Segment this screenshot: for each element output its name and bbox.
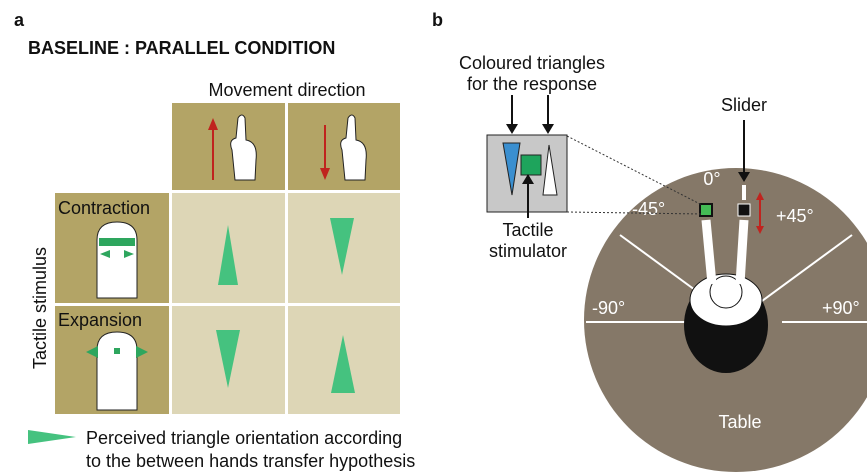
callout: stimulator — [489, 241, 567, 261]
angle-label: -90° — [592, 298, 625, 318]
legend-text: Perceived triangle orientation according — [86, 428, 402, 448]
legend-text: to the between hands transfer hypothesis — [86, 451, 415, 471]
panel-title: BASELINE : PARALLEL CONDITION — [28, 38, 335, 58]
figure: a BASELINE : PARALLEL CONDITION Movement… — [0, 0, 867, 474]
angle-label: -45° — [632, 199, 665, 219]
callout: Slider — [721, 95, 767, 115]
table-label: Table — [718, 412, 761, 432]
panel-label: b — [432, 10, 443, 30]
angle-label: +90° — [822, 298, 860, 318]
callout: Tactile — [502, 220, 553, 240]
angle-label: 0° — [703, 169, 720, 189]
panel-label: a — [14, 10, 25, 30]
callout: for the response — [467, 74, 597, 94]
column-header: Movement direction — [208, 80, 365, 100]
row-label: Expansion — [58, 310, 142, 330]
callout: Coloured triangles — [459, 53, 605, 73]
row-label: Contraction — [58, 198, 150, 218]
legend-triangle — [28, 430, 76, 444]
row-header: Tactile stimulus — [30, 247, 50, 369]
angle-label: +45° — [776, 206, 814, 226]
